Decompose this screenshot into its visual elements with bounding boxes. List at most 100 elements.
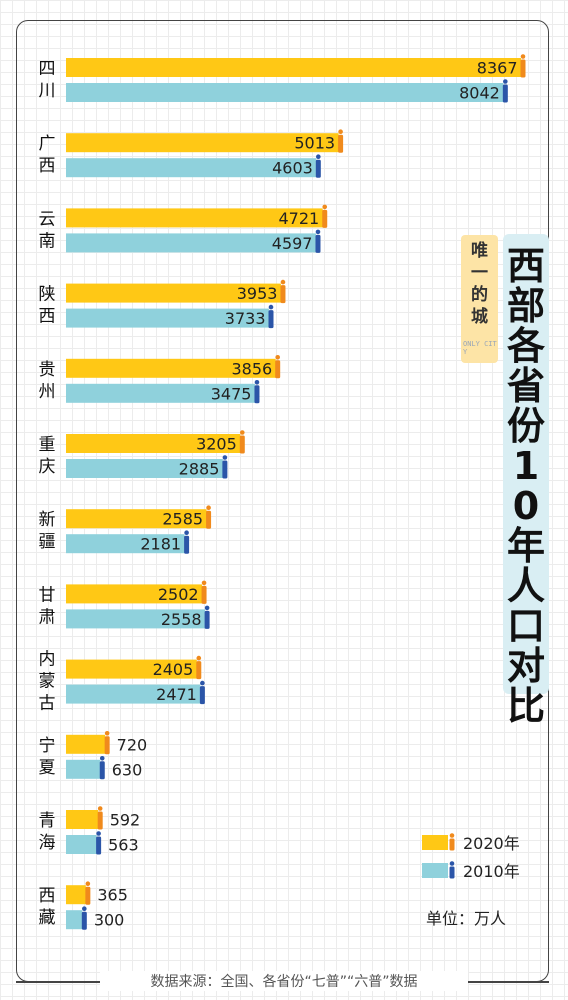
- category-group: 云南 4721 4597: [39, 204, 328, 253]
- bar-2010年: [66, 759, 101, 779]
- legend-label-2020: 2020年: [463, 834, 520, 853]
- bar-2020年: [66, 58, 521, 77]
- bar-2010年: [66, 609, 206, 629]
- category-label: 陕西: [39, 285, 56, 327]
- data-label: 2585: [162, 510, 203, 529]
- unit-label: 单位：万人: [426, 909, 507, 928]
- footer-line-right: [458, 981, 549, 983]
- person-icon: [322, 204, 328, 210]
- data-label: 3205: [196, 435, 237, 454]
- data-label: 8367: [477, 59, 518, 78]
- person-icon: [204, 610, 210, 629]
- person-icon: [184, 530, 189, 535]
- bar-2020年: [66, 434, 241, 453]
- category-group: 甘肃 2502 2558: [39, 580, 210, 629]
- person-icon: [254, 385, 260, 404]
- bar-2020年: [66, 283, 281, 303]
- category-label: 四川: [39, 59, 56, 101]
- person-icon: [199, 686, 205, 705]
- bar-2020年: [66, 584, 203, 604]
- category-group: 内蒙古 2405 2471: [39, 650, 205, 714]
- person-icon: [85, 886, 91, 905]
- data-label: 2502: [158, 585, 199, 604]
- category-label: 重庆: [39, 435, 56, 477]
- person-icon: [449, 833, 455, 851]
- data-label: 4597: [272, 234, 313, 253]
- bar-2020年: [66, 659, 197, 679]
- category-label: 贵州: [39, 360, 56, 402]
- legend-swatch-2010: [422, 862, 448, 878]
- person-icon: [449, 861, 455, 879]
- person-icon: [239, 435, 245, 454]
- data-label: 8042: [459, 84, 500, 103]
- person-icon: [338, 129, 343, 134]
- bar-2020年: [66, 133, 339, 153]
- brand-badge-text: 唯一的城: [471, 241, 488, 327]
- chart-title: 西部各省份10年人口对比: [506, 244, 545, 728]
- category-label: 宁夏: [39, 736, 56, 778]
- category-group: 四川 8367 8042: [39, 54, 526, 103]
- person-icon: [502, 84, 508, 103]
- person-icon: [97, 806, 103, 811]
- bar-2010年: [66, 684, 201, 704]
- data-label: 3733: [225, 309, 266, 328]
- person-icon: [201, 580, 207, 586]
- person-icon: [280, 285, 286, 304]
- person-icon: [99, 761, 105, 780]
- category-group: 陕西 3953 3733: [39, 279, 286, 329]
- data-label: 365: [97, 886, 128, 905]
- person-icon: [239, 430, 245, 435]
- category-label: 广西: [39, 134, 56, 176]
- person-icon: [316, 154, 321, 159]
- person-icon: [315, 229, 321, 235]
- bar-2010年: [66, 534, 185, 554]
- person-icon: [96, 836, 102, 855]
- person-icon: [97, 811, 103, 830]
- bar-2010年: [66, 383, 255, 403]
- source-note: 数据来源：全国、各省份“七普”“六普”数据: [100, 971, 468, 991]
- legend-label-2010: 2010年: [463, 862, 520, 881]
- category-group: 贵州 3856 3475: [39, 355, 281, 404]
- data-label: 2471: [156, 685, 197, 704]
- category-group: 西藏 365 300: [39, 881, 128, 930]
- person-icon: [104, 731, 110, 736]
- bar-2020年: [66, 509, 207, 529]
- person-icon: [275, 360, 281, 379]
- data-label: 720: [117, 735, 148, 754]
- category-label: 新疆: [39, 510, 56, 552]
- person-icon: [201, 585, 207, 604]
- person-icon: [206, 510, 212, 529]
- person-icon: [81, 911, 87, 930]
- data-label: 2181: [140, 535, 181, 554]
- person-icon: [196, 655, 202, 661]
- person-icon: [222, 455, 228, 460]
- person-icon: [204, 605, 210, 611]
- bar-2010年: [66, 158, 317, 178]
- bar-2010年: [66, 233, 316, 253]
- title-box: [503, 234, 549, 694]
- bar-2010年: [66, 308, 270, 328]
- legend-swatch-2020: [422, 834, 448, 850]
- person-icon: [254, 380, 260, 385]
- category-group: 宁夏 720 630: [39, 731, 148, 780]
- person-icon: [99, 756, 105, 761]
- person-icon: [315, 159, 321, 178]
- person-icon: [315, 234, 321, 253]
- category-group: 青海 592 563: [39, 806, 140, 855]
- person-icon: [280, 279, 286, 285]
- category-label: 内蒙古: [39, 650, 56, 714]
- category-label: 青海: [39, 811, 56, 853]
- data-label: 3475: [211, 384, 252, 403]
- data-label: 630: [112, 760, 143, 779]
- person-icon: [104, 736, 110, 755]
- legend-item-2010: 2010年: [422, 858, 520, 882]
- bar-2010年: [66, 835, 97, 854]
- data-label: 4721: [279, 209, 320, 228]
- category-group: 重庆 3205 2885: [39, 430, 245, 479]
- person-icon: [200, 680, 205, 686]
- person-icon: [82, 906, 87, 911]
- bar-2020年: [66, 734, 106, 754]
- category-group: 广西 5013 4603: [39, 129, 344, 178]
- person-icon: [222, 460, 228, 479]
